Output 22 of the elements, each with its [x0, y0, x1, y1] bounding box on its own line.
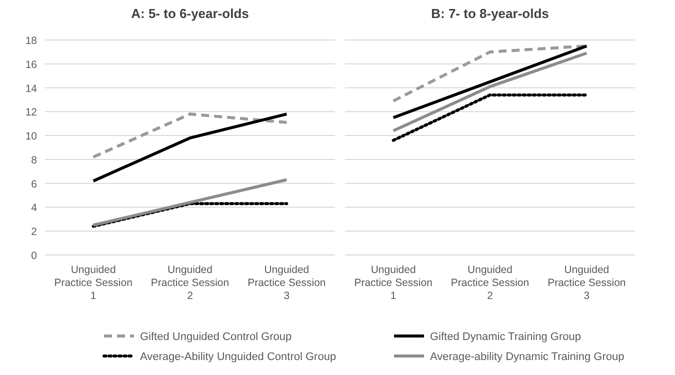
- legend-label: Average-ability Dynamic Training Group: [430, 351, 624, 363]
- y-tick-label: 10: [25, 130, 38, 143]
- x-tick-label: Unguided Practice Session 1: [354, 264, 433, 302]
- y-tick-label: 14: [25, 82, 38, 95]
- y-tick-label: 2: [31, 226, 38, 238]
- y-tick-label: 4: [31, 202, 38, 214]
- chart-title: B: 7- to 8-year-olds: [431, 6, 549, 21]
- x-tick-label: Unguided Practice Session 3: [248, 264, 326, 302]
- legend-label: Gifted Unguided Control Group: [140, 331, 292, 343]
- x-tick-label: Unguided Practice Session 3: [548, 264, 626, 302]
- y-tick-label: 0: [31, 250, 38, 262]
- y-tick-label: 16: [25, 58, 38, 71]
- y-tick-label: 6: [31, 178, 38, 190]
- x-tick-label: Unguided Practice Session 2: [450, 264, 530, 302]
- y-tick-label: 18: [25, 35, 38, 47]
- legend-label: Average-Ability Unguided Control Group: [140, 351, 336, 363]
- legend-label: Gifted Dynamic Training Group: [430, 331, 582, 343]
- x-tick-label: Unguided Practice Session 2: [150, 264, 230, 302]
- chart-title: A: 5- to 6-year-olds: [131, 6, 249, 21]
- y-tick-label: 12: [25, 106, 38, 119]
- y-tick-label: 8: [31, 154, 38, 166]
- x-tick-label: Unguided Practice Session 1: [54, 264, 133, 302]
